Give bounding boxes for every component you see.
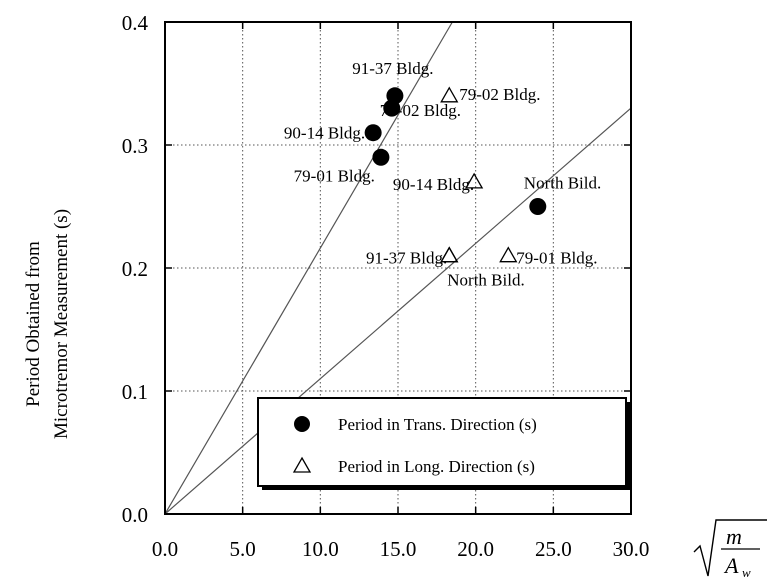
y-tick-label: 0.3 <box>122 134 148 158</box>
long-point <box>499 246 518 263</box>
y-tick-label: 0.1 <box>122 380 148 404</box>
reference-lines <box>164 21 632 515</box>
reference-line <box>164 107 632 515</box>
legend-shadow-bottom <box>262 486 630 490</box>
x-tick-label: 15.0 <box>380 537 417 561</box>
reference-line <box>164 21 453 515</box>
trans-point <box>529 198 547 215</box>
legend: Period in Trans. Direction (s) Period in… <box>257 397 630 490</box>
formula-subscript: w <box>742 565 751 580</box>
sqrt-sign <box>693 519 767 577</box>
point-label: North Bild. <box>524 174 601 193</box>
legend-marker-trans <box>294 416 310 432</box>
x-tick-label: 25.0 <box>535 537 572 561</box>
point-label: 79-01 Bldg. <box>516 249 597 268</box>
grid-lines <box>165 22 631 514</box>
y-tick-label: 0.4 <box>122 11 149 35</box>
long-point <box>464 172 484 189</box>
x-tick-label: 20.0 <box>457 537 494 561</box>
point-label: North Bild. <box>447 271 524 290</box>
legend-marker-long <box>292 456 312 473</box>
formula-denominator: A <box>723 553 739 578</box>
x-tick-label: 10.0 <box>302 537 339 561</box>
trans-point <box>383 99 401 117</box>
x-axis-ticks: 0.0 5.0 10.0 15.0 20.0 25.0 30.0 <box>152 22 650 561</box>
point-label: 90-14 Bldg. <box>393 175 474 194</box>
point-label: 79-02 Bldg. <box>459 85 540 104</box>
legend-frame <box>257 397 627 487</box>
data-points <box>364 86 547 263</box>
y-tick-label: 0.0 <box>122 503 148 527</box>
point-label: 79-01 Bldg. <box>294 166 375 185</box>
long-point <box>440 246 459 263</box>
trans-point <box>364 124 382 142</box>
legend-label-long: Period in Long. Direction (s) <box>338 457 535 476</box>
point-label: 91-37 Bldg. <box>352 59 433 78</box>
x-tick-label: 30.0 <box>613 537 650 561</box>
y-axis-label: Period Obtained from Microtremor Measure… <box>23 209 72 439</box>
formula-numerator: m <box>726 524 742 549</box>
x-tick-label: 5.0 <box>230 537 256 561</box>
y-axis-label-line-1: Period Obtained from <box>23 241 44 407</box>
y-axis-label-line-2: Microtremor Measurement (s) <box>51 209 72 439</box>
legend-label-trans: Period in Trans. Direction (s) <box>338 415 537 434</box>
long-point <box>440 86 459 103</box>
x-axis-label-formula: m A w <box>693 519 767 580</box>
point-label: 79-02 Bldg. <box>380 101 461 120</box>
y-axis-ticks: 0.0 0.1 0.2 0.3 0.4 <box>122 11 631 527</box>
y-tick-label: 0.2 <box>122 257 148 281</box>
legend-shadow-right <box>626 402 630 490</box>
x-tick-label: 0.0 <box>152 537 178 561</box>
point-label: 91-37 Bldg. <box>366 249 447 268</box>
point-label: 90-14 Bldg. <box>284 124 365 143</box>
point-annotations: 91-37 Bldg. 79-02 Bldg. 90-14 Bldg. 79-01 B… <box>284 59 601 290</box>
trans-point <box>372 148 390 166</box>
